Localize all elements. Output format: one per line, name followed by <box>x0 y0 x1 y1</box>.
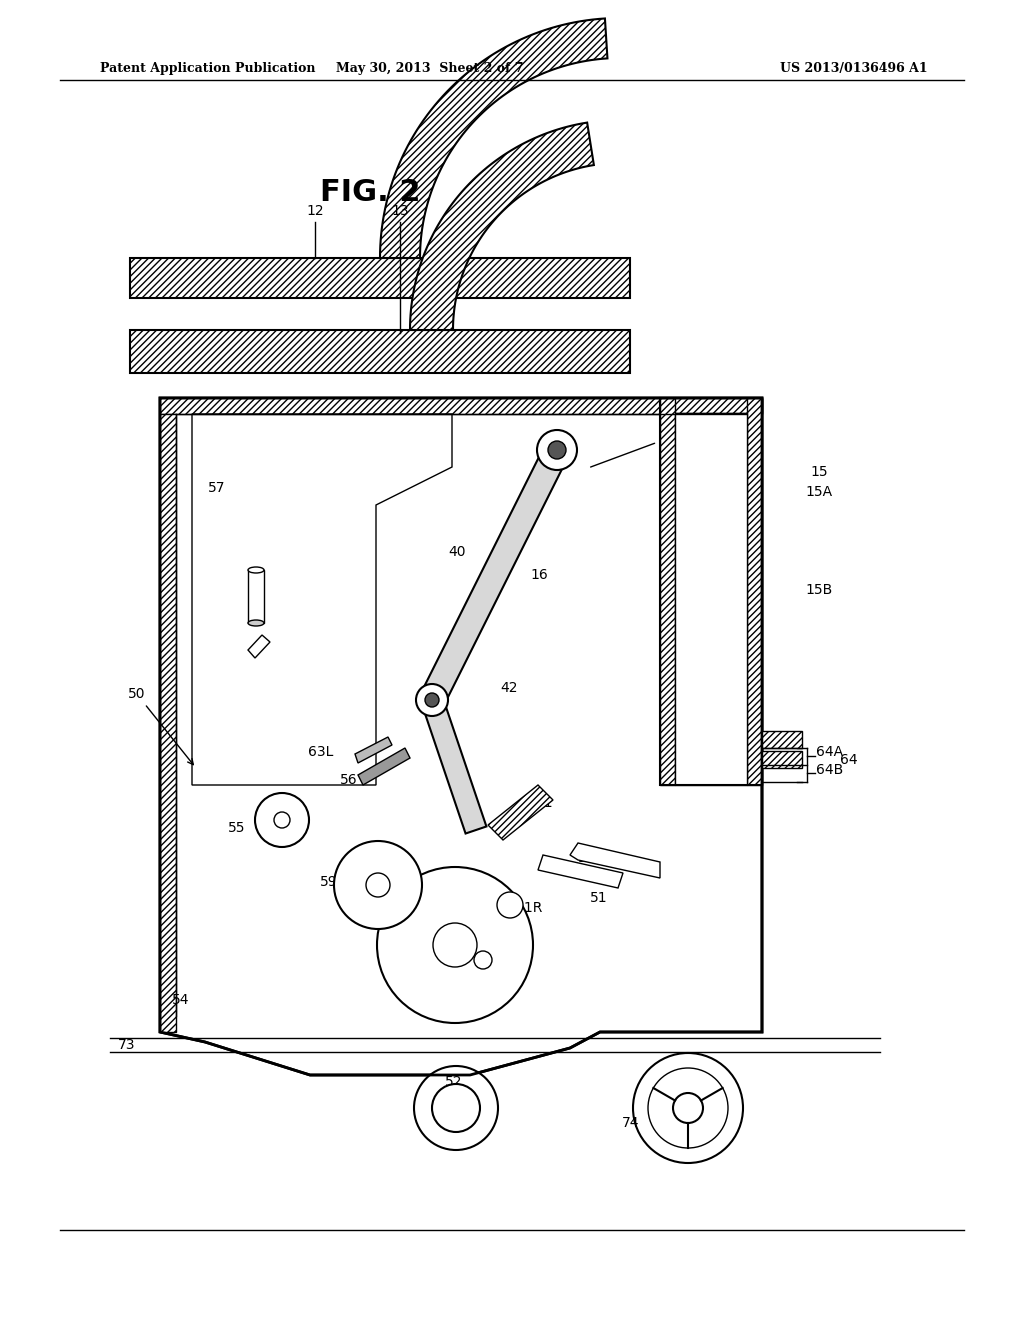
Text: 61R: 61R <box>515 902 543 915</box>
Circle shape <box>673 1093 703 1123</box>
Bar <box>130 330 630 374</box>
Text: 44: 44 <box>492 961 510 975</box>
Text: 15A: 15A <box>805 484 833 499</box>
Circle shape <box>425 693 439 708</box>
Bar <box>130 257 630 298</box>
Polygon shape <box>538 855 623 888</box>
Text: 12: 12 <box>306 205 324 218</box>
Text: Patent Application Publication: Patent Application Publication <box>100 62 315 75</box>
Text: 53: 53 <box>578 851 596 865</box>
Text: 59L: 59L <box>319 875 345 888</box>
Text: 16: 16 <box>530 568 548 582</box>
Text: 15B: 15B <box>805 583 833 597</box>
Circle shape <box>633 1053 743 1163</box>
Circle shape <box>548 441 566 459</box>
Ellipse shape <box>248 568 264 573</box>
Circle shape <box>648 1068 728 1148</box>
Text: 64B: 64B <box>816 763 843 777</box>
Text: 56: 56 <box>340 774 357 787</box>
Polygon shape <box>488 785 553 840</box>
Text: US 2013/0136496 A1: US 2013/0136496 A1 <box>780 62 928 75</box>
Text: 73: 73 <box>118 1038 135 1052</box>
Ellipse shape <box>248 620 264 626</box>
Text: 63L: 63L <box>308 744 334 759</box>
Bar <box>746 399 762 785</box>
Text: FIG. 2: FIG. 2 <box>319 178 420 207</box>
Circle shape <box>366 873 390 898</box>
Circle shape <box>416 684 449 715</box>
Bar <box>762 751 802 768</box>
Text: 54: 54 <box>172 993 189 1007</box>
Circle shape <box>334 841 422 929</box>
Polygon shape <box>248 570 264 623</box>
Text: 14: 14 <box>591 432 678 467</box>
Text: 41: 41 <box>535 796 553 810</box>
Text: 13: 13 <box>391 205 409 218</box>
Circle shape <box>537 430 577 470</box>
Polygon shape <box>355 737 392 763</box>
Bar <box>160 414 176 1032</box>
Bar <box>660 399 762 413</box>
Circle shape <box>377 867 534 1023</box>
Polygon shape <box>570 843 660 878</box>
Bar <box>746 399 762 414</box>
Text: 50: 50 <box>128 686 194 764</box>
Text: 74: 74 <box>622 1115 640 1130</box>
Text: 42: 42 <box>500 681 517 696</box>
Bar <box>660 399 762 785</box>
Text: 57: 57 <box>208 480 225 495</box>
Text: 40: 40 <box>449 545 466 558</box>
Bar <box>762 731 802 748</box>
Polygon shape <box>160 399 762 1074</box>
Bar <box>675 413 746 785</box>
Circle shape <box>414 1067 498 1150</box>
Bar <box>660 399 762 785</box>
Text: 15: 15 <box>810 465 827 479</box>
Polygon shape <box>410 123 594 330</box>
Bar <box>660 399 675 785</box>
Text: 55: 55 <box>228 821 246 836</box>
Text: 64: 64 <box>840 752 858 767</box>
Bar <box>160 399 762 414</box>
Circle shape <box>274 812 290 828</box>
Polygon shape <box>422 697 486 833</box>
Text: 58: 58 <box>420 935 437 949</box>
Text: 52: 52 <box>445 1074 463 1089</box>
Text: 51: 51 <box>590 891 607 906</box>
Circle shape <box>474 950 492 969</box>
Circle shape <box>497 892 523 917</box>
Text: May 30, 2013  Sheet 2 of 7: May 30, 2013 Sheet 2 of 7 <box>336 62 523 75</box>
Circle shape <box>433 923 477 968</box>
Polygon shape <box>248 635 270 657</box>
Polygon shape <box>380 18 607 257</box>
Polygon shape <box>358 748 410 785</box>
Polygon shape <box>421 445 568 706</box>
Circle shape <box>432 1084 480 1133</box>
Circle shape <box>255 793 309 847</box>
Text: 64A: 64A <box>816 744 843 759</box>
